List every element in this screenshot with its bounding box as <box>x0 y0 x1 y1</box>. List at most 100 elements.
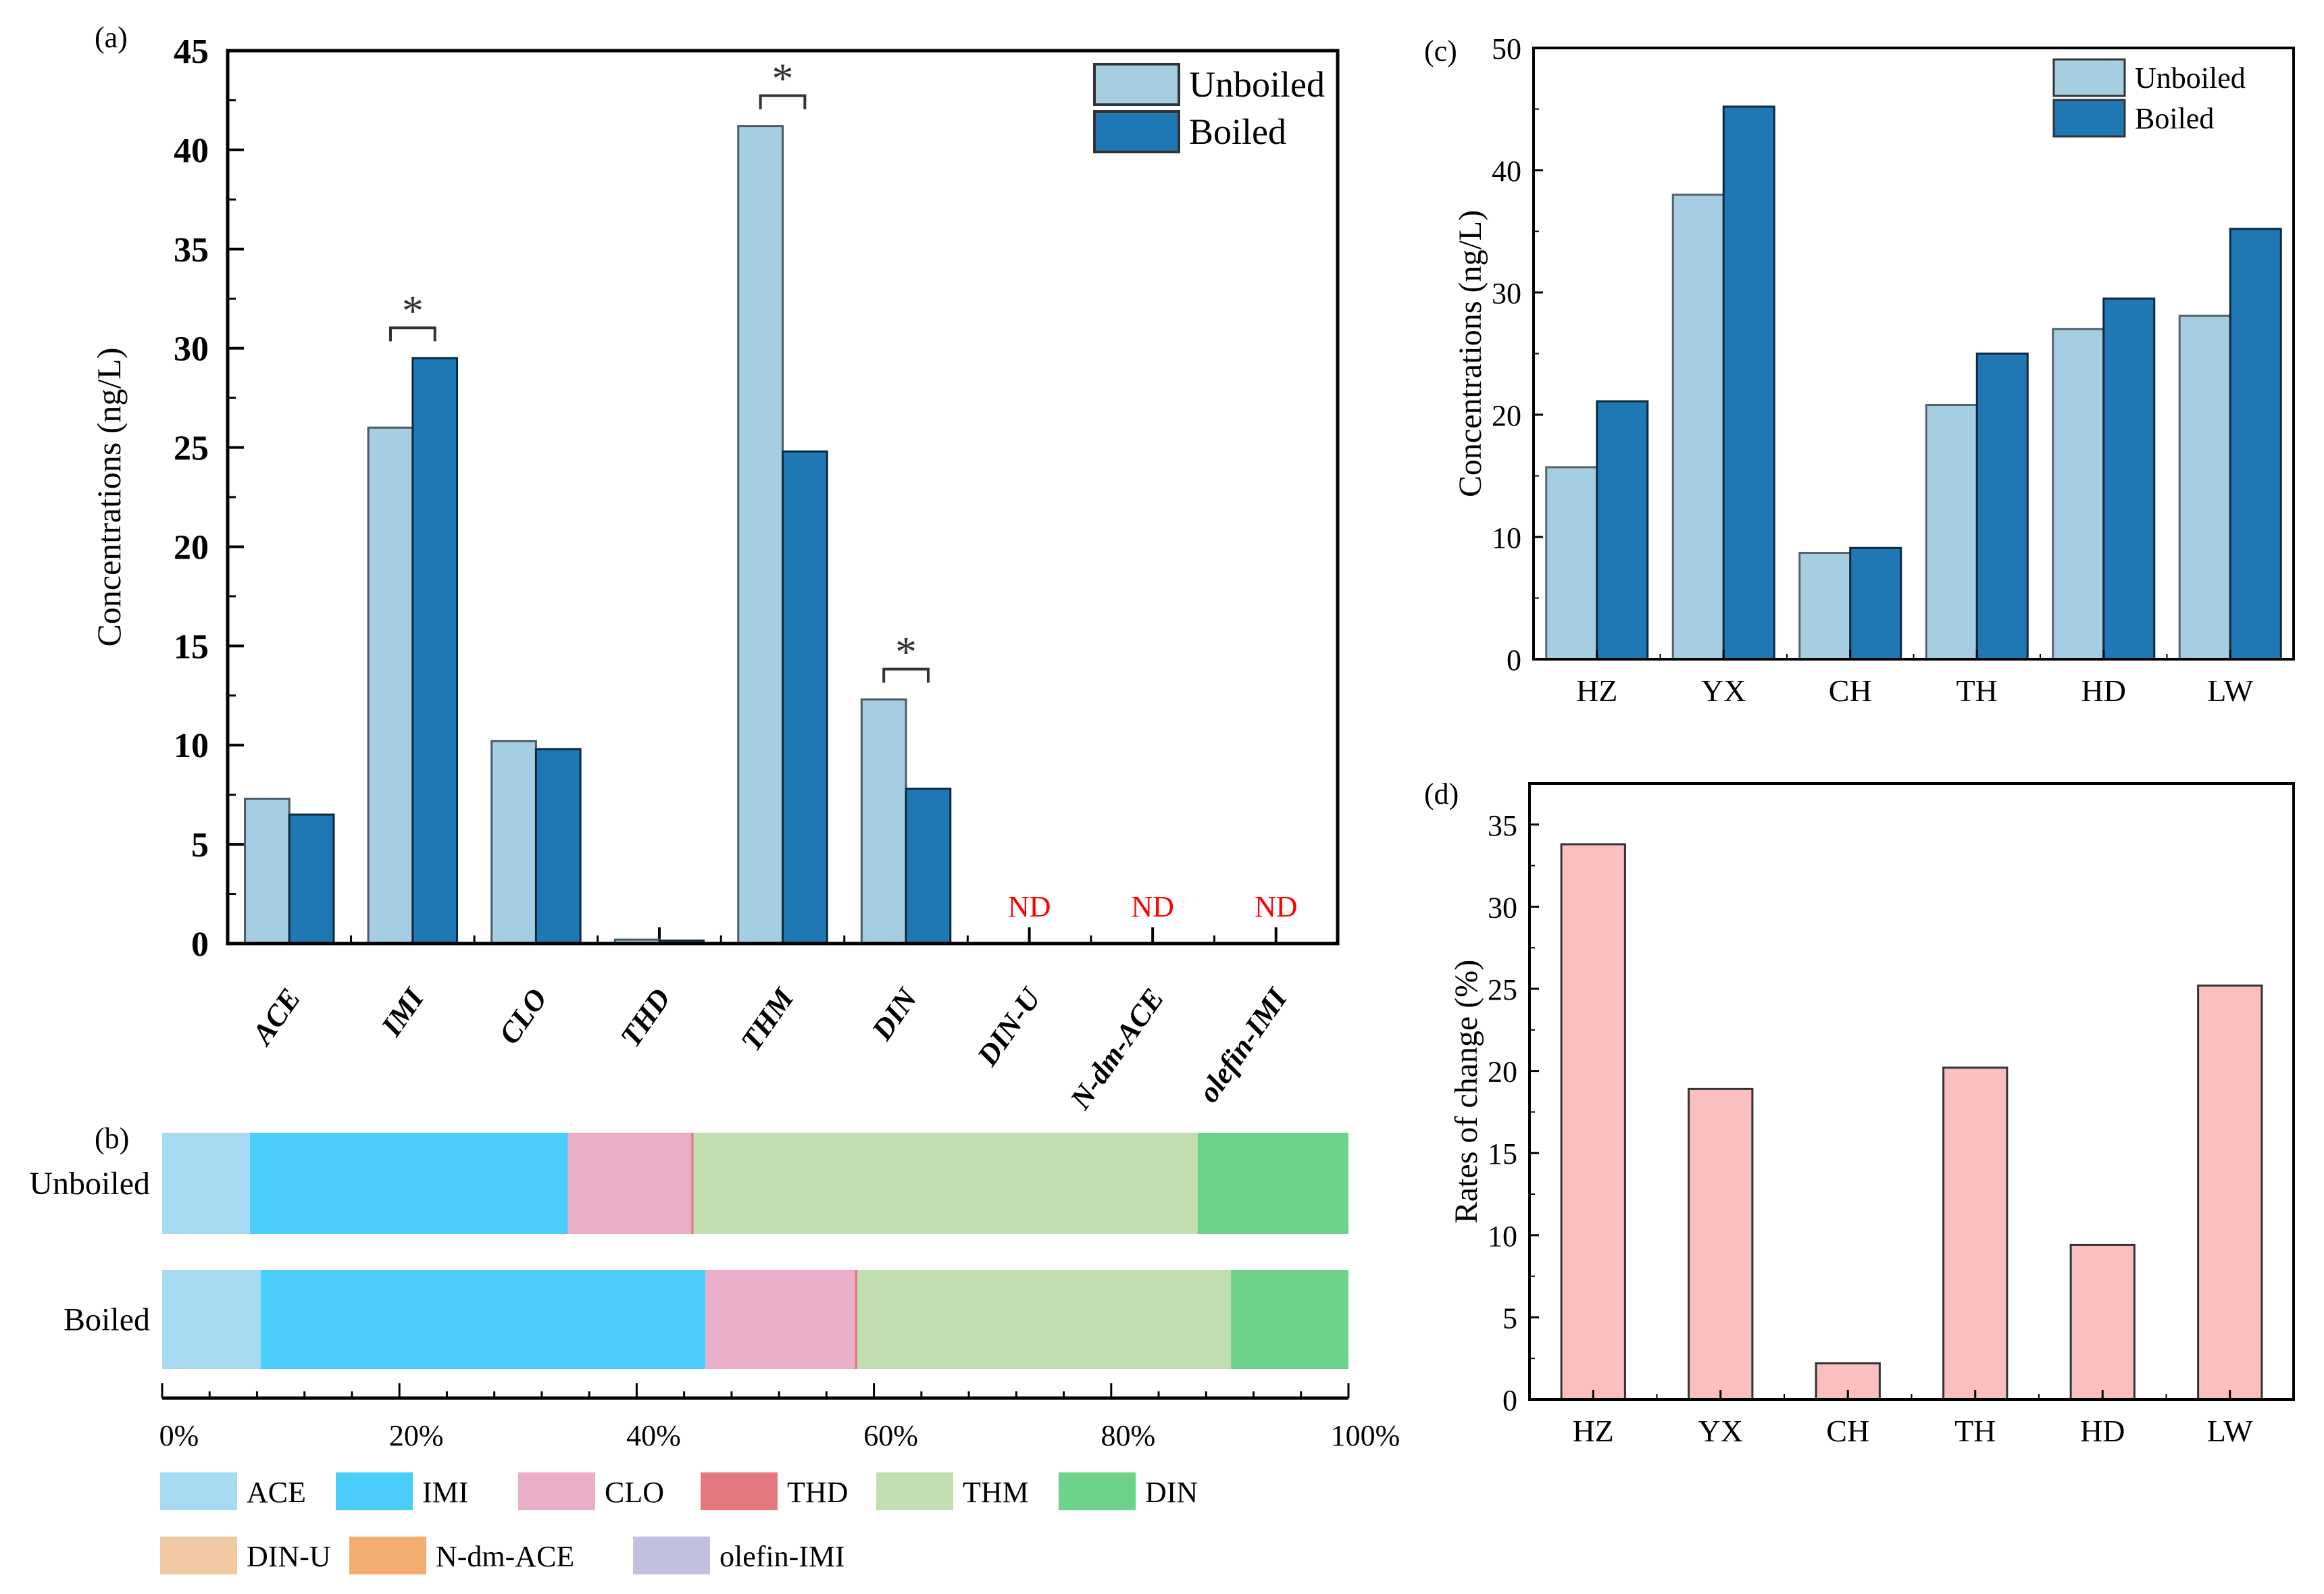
legend-label: ACE <box>247 1476 306 1509</box>
y-tick-label: 15 <box>1488 1137 1517 1171</box>
legend-label: Boiled <box>1189 111 1286 152</box>
stacked-segment <box>855 1270 858 1369</box>
x-tick-label: ACE <box>245 983 307 1052</box>
bar-boiled <box>288 813 335 945</box>
bar-unboiled <box>1798 552 1852 661</box>
y-tick-label: 30 <box>174 330 209 369</box>
legend-swatch <box>2052 58 2126 97</box>
y-tick-label: 20 <box>1492 399 1521 432</box>
stacked-segment <box>1197 1133 1348 1234</box>
panel-b: (b) Unboiled Boiled 0% 20% 40% 60% 80% 100% ACE IM… <box>29 1122 1400 1574</box>
y-tick-label: 50 <box>1492 32 1521 66</box>
legend-label: THD <box>787 1476 848 1509</box>
panel-c: (c) Concentrations (ng/L) 0 10 20 30 40 50 HZ YX C… <box>1424 32 2295 708</box>
stacked-segment <box>249 1133 568 1234</box>
x-tick-label: CH <box>1826 1414 1869 1448</box>
nd-label: ND <box>1255 890 1298 923</box>
legend-swatch <box>2052 99 2126 138</box>
bar-unboiled <box>1545 466 1598 661</box>
bar-rate <box>1688 1087 1754 1401</box>
x-tick-label: 100% <box>1331 1419 1400 1452</box>
bar-boiled <box>534 748 582 945</box>
y-tick-label: 30 <box>1492 277 1521 310</box>
y-tick-label: 25 <box>174 430 209 468</box>
x-tick-label: N-dm-ACE <box>1063 983 1171 1116</box>
bar-boiled <box>1975 353 2029 661</box>
bar-unboiled <box>2178 314 2231 661</box>
stacked-segment <box>691 1133 694 1234</box>
panel-a-label: (a) <box>95 21 128 54</box>
panel-c-label: (c) <box>1424 34 1457 68</box>
stacked-segment <box>705 1270 855 1369</box>
legend-label: IMI <box>422 1476 468 1509</box>
bar-boiled <box>1596 400 1649 661</box>
legend-label: Unboiled <box>2135 61 2246 95</box>
legend-label: Boiled <box>2135 102 2214 135</box>
bar-boiled <box>2102 297 2156 661</box>
x-tick-label: LW <box>2207 1414 2254 1448</box>
bar-unboiled <box>737 125 784 945</box>
bar-unboiled <box>860 698 907 945</box>
stacked-segment <box>693 1133 1198 1234</box>
bar-boiled <box>782 450 828 945</box>
plot-frame-a <box>226 49 1340 946</box>
bar-rate <box>2197 984 2263 1401</box>
stacked-segment <box>162 1133 250 1234</box>
legend-swatch <box>518 1472 595 1510</box>
y-tick-label: 40 <box>1492 155 1521 188</box>
stacked-segment <box>260 1270 706 1369</box>
x-tick-label: LW <box>2207 673 2254 708</box>
y-tick-label: 10 <box>174 727 209 765</box>
legend-swatch <box>160 1472 237 1510</box>
legend-label: DIN-U <box>247 1540 331 1573</box>
panel-d: (d) Rates of change (%) 0 5 10 15 20 25 30 35 HZ YX… <box>1424 777 2295 1448</box>
y-tick-label: 20 <box>1488 1056 1517 1089</box>
bar-unboiled <box>1925 404 1978 661</box>
bar-boiled <box>1722 105 1775 661</box>
y-tick-label: 10 <box>1488 1220 1517 1253</box>
legend-label: DIN <box>1145 1476 1198 1509</box>
bar-rate <box>1560 843 1626 1401</box>
y-tick-label: 5 <box>1502 1302 1517 1335</box>
bar-unboiled <box>490 740 537 945</box>
x-tick-label: YX <box>1701 673 1746 708</box>
stacked-segment <box>1231 1270 1348 1369</box>
legend-swatch <box>1093 110 1180 153</box>
legend-swatch <box>349 1537 426 1574</box>
x-tick-label: CLO <box>492 983 554 1050</box>
significance-bracket <box>759 94 807 109</box>
legend-swatch <box>336 1472 413 1510</box>
legend-swatch <box>160 1537 237 1574</box>
y-tick-label: 15 <box>174 627 209 666</box>
x-tick-label: 60% <box>863 1419 918 1452</box>
y-tick-label: 30 <box>1488 891 1517 924</box>
bar-boiled <box>411 357 459 945</box>
y-tick-label: 40 <box>174 132 209 170</box>
x-tick-label: DIN <box>865 981 924 1047</box>
bar-unboiled <box>367 426 414 945</box>
plot-frame-c <box>1532 47 2295 661</box>
legend-swatch <box>876 1472 953 1510</box>
x-tick-label: HD <box>2080 1414 2125 1448</box>
x-tick-label: IMI <box>374 981 431 1043</box>
legend-label: N-dm-ACE <box>436 1540 574 1573</box>
significance-bracket <box>882 667 930 683</box>
bar-unboiled <box>1671 193 1725 661</box>
x-tick-label: olefin-IMI <box>1192 981 1294 1108</box>
y-tick-label: 10 <box>1492 521 1521 555</box>
panel-b-label: (b) <box>95 1122 129 1155</box>
x-tick-label: 40% <box>626 1419 681 1452</box>
bar-unboiled <box>244 798 290 945</box>
x-tick-label: TH <box>1954 1414 1996 1448</box>
x-tick-label: THM <box>734 981 801 1057</box>
legend-label: CLO <box>605 1476 664 1509</box>
y-tick-label: 0 <box>1507 644 1521 677</box>
bar-rate <box>2069 1243 2136 1401</box>
nd-label: ND <box>1131 890 1174 923</box>
significance-star: * <box>402 286 424 334</box>
significance-star: * <box>895 628 917 676</box>
x-tick-label: TH <box>1956 673 1998 708</box>
y-tick-label: 45 <box>174 32 209 71</box>
x-tick-label: THD <box>614 983 677 1053</box>
plot-frame-d <box>1528 782 2295 1401</box>
